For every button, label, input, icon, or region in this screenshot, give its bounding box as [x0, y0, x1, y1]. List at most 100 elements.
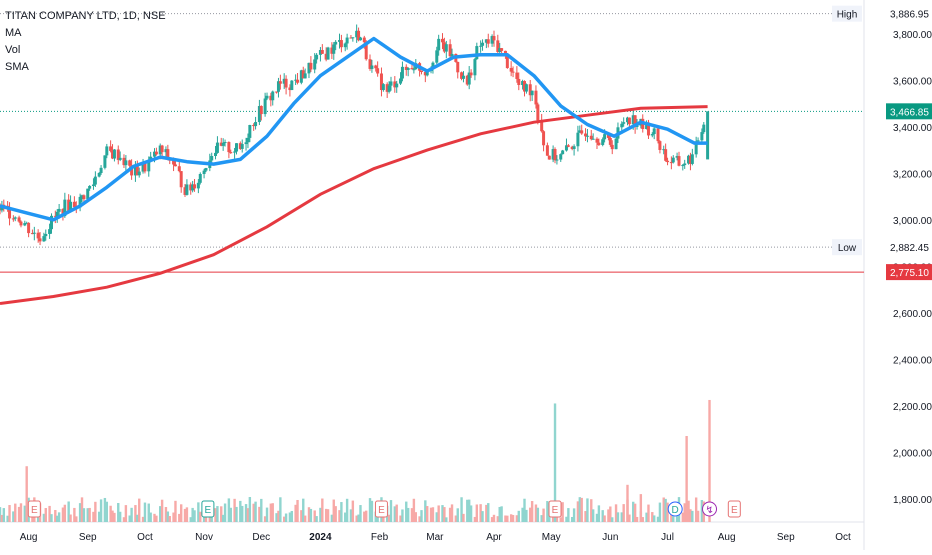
candle-body: [38, 238, 42, 242]
event-marker-dividend[interactable]: E: [201, 500, 215, 518]
volume-bar: [521, 507, 524, 522]
candle-body: [91, 184, 95, 186]
candle-body: [606, 134, 610, 138]
volume-bar: [694, 497, 698, 522]
candle-body: [227, 142, 231, 153]
candle-body: [99, 167, 103, 173]
event-marker-earnings[interactable]: E: [548, 500, 562, 518]
legend-ma[interactable]: MA: [5, 27, 22, 39]
sma-price-tag-box: [886, 264, 932, 281]
low-price-tag-label: Low: [838, 243, 857, 254]
candle-body: [435, 50, 439, 63]
volume-bar: [82, 508, 86, 522]
event-marker-dividend[interactable]: D: [667, 501, 683, 517]
volume-bar: [6, 515, 9, 522]
candle-body: [675, 156, 679, 158]
candle-body: [109, 146, 113, 151]
candle-body: [147, 161, 151, 172]
candle-body: [622, 122, 626, 124]
volume-bar: [63, 504, 67, 522]
candle-body: [358, 37, 362, 41]
candle-body: [614, 138, 618, 150]
candle-body: [442, 42, 446, 52]
candle-body: [63, 199, 67, 217]
volume-bars: [0, 399, 711, 522]
candle-body: [547, 155, 551, 160]
candle-body: [238, 143, 242, 149]
candle-body: [551, 149, 555, 160]
volume-bar: [179, 504, 183, 522]
candle-body: [627, 117, 631, 125]
candle-body: [589, 135, 593, 140]
event-badge: [27, 500, 41, 518]
candle-body: [137, 171, 141, 176]
volume-bar: [691, 510, 694, 522]
volume-bar: [130, 507, 133, 522]
candle-body: [608, 137, 612, 145]
y-tick-label: 3,600.00: [893, 76, 932, 87]
legend-vol[interactable]: Vol: [5, 44, 21, 56]
volume-bar: [645, 512, 648, 522]
candle-body: [48, 229, 52, 234]
candle-body: [61, 208, 65, 217]
candle-body: [444, 44, 448, 52]
volume-bar: [641, 517, 644, 522]
volume-bar: [363, 511, 366, 522]
symbol-title[interactable]: TITAN COMPANY LTD, 1D, NSE: [5, 10, 166, 22]
volume-bar: [284, 513, 288, 522]
volume-bar: [159, 506, 162, 522]
volume-bar: [542, 508, 545, 522]
volume-bar: [191, 507, 194, 522]
candle-body: [13, 217, 17, 219]
event-marker-earnings-upcoming[interactable]: E: [727, 500, 741, 518]
candle-body: [330, 47, 334, 54]
candle-body: [93, 176, 97, 185]
candle-body: [503, 50, 507, 55]
volume-bar: [166, 511, 170, 522]
volume-bar: [700, 500, 704, 522]
volume-bar: [435, 512, 438, 522]
candle-body: [566, 145, 570, 147]
event-marker-earnings[interactable]: E: [27, 500, 41, 518]
event-glyph: E: [731, 505, 738, 516]
volume-bar: [376, 514, 379, 522]
volume-bar: [462, 513, 465, 522]
candle-body: [116, 149, 120, 160]
volume-bar: [506, 515, 509, 522]
volume-bar: [288, 512, 292, 522]
volume-bar: [479, 504, 482, 522]
volume-spike-bar: [25, 466, 28, 522]
last-price-tag: 3,466.85: [886, 103, 932, 120]
event-marker-earnings[interactable]: E: [374, 500, 388, 518]
y-tick-label: 2,400.00: [893, 355, 932, 366]
candle-body: [275, 91, 279, 93]
candle-body: [431, 62, 435, 68]
x-tick-label: Mar: [426, 532, 444, 543]
candle-body: [702, 124, 706, 133]
volume-bar: [487, 503, 490, 522]
candle-body: [498, 48, 502, 52]
volume-bar: [576, 501, 580, 522]
candle-body: [278, 81, 282, 84]
candle-body: [584, 133, 588, 137]
volume-bar: [647, 504, 650, 522]
y-tick-label: 3,400.00: [893, 123, 932, 134]
candle-body: [296, 79, 300, 83]
volume-bar: [105, 501, 109, 522]
candle-body: [656, 128, 660, 142]
candle-body: [387, 85, 391, 92]
volume-bar: [420, 510, 423, 522]
event-marker-split[interactable]: ↯: [702, 501, 718, 517]
volume-bar: [584, 511, 587, 522]
volume-bar: [210, 516, 213, 522]
candle-body: [437, 38, 441, 51]
candle-body: [172, 160, 176, 165]
candle-body: [658, 141, 662, 150]
candle-body: [481, 42, 485, 46]
volume-bar: [313, 510, 316, 522]
volume-spike-bar: [708, 399, 711, 522]
volume-bar: [164, 507, 168, 522]
legend-sma[interactable]: SMA: [5, 61, 29, 73]
